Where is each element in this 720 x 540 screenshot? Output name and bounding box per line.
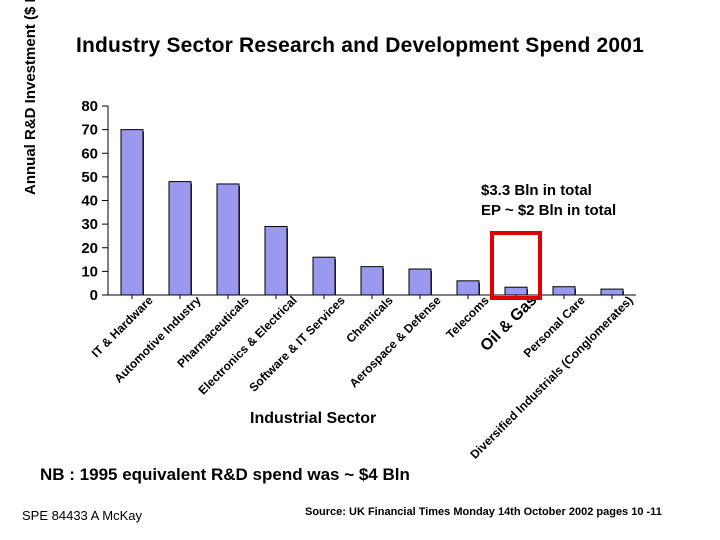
y-tick-label: 80 bbox=[81, 98, 98, 115]
y-tick-label: 60 bbox=[81, 145, 98, 162]
x-axis-title: Industrial Sector bbox=[250, 410, 377, 427]
annotation-ep: EP ~ $2 Bln in total bbox=[481, 202, 616, 219]
bar bbox=[504, 286, 528, 296]
x-tick-label: Automotive Industry bbox=[111, 293, 204, 386]
y-tick-label: 40 bbox=[81, 193, 98, 210]
y-tick-label: 10 bbox=[81, 263, 98, 280]
annotation-total: $3.3 Bln in total bbox=[481, 182, 592, 199]
bar bbox=[312, 256, 336, 296]
bar bbox=[168, 181, 192, 296]
x-tick-label: Software & IT Services bbox=[246, 293, 348, 395]
footnote: NB : 1995 equivalent R&D spend was ~ $4 … bbox=[40, 465, 410, 484]
source-citation: Source: UK Financial Times Monday 14th O… bbox=[305, 506, 662, 518]
bar bbox=[216, 183, 240, 296]
bar bbox=[360, 266, 384, 296]
bar bbox=[120, 129, 144, 296]
x-tick-label: Electronics & Electrical bbox=[195, 293, 299, 397]
highlight-box bbox=[490, 231, 542, 300]
y-tick-label: 20 bbox=[81, 240, 98, 257]
bar bbox=[408, 268, 432, 296]
x-tick-label: Aerospace & Defense bbox=[347, 293, 444, 390]
paper-reference: SPE 84433 A McKay bbox=[22, 508, 142, 523]
bar bbox=[264, 225, 288, 296]
y-tick-label: 30 bbox=[81, 216, 98, 233]
y-tick-label: 0 bbox=[90, 287, 98, 304]
bar bbox=[456, 280, 480, 296]
y-tick-label: 50 bbox=[81, 169, 98, 186]
chart-title: Industry Sector Research and Development… bbox=[75, 34, 645, 57]
y-tick-label: 70 bbox=[81, 122, 98, 139]
bar bbox=[600, 288, 624, 296]
bar bbox=[552, 286, 576, 296]
